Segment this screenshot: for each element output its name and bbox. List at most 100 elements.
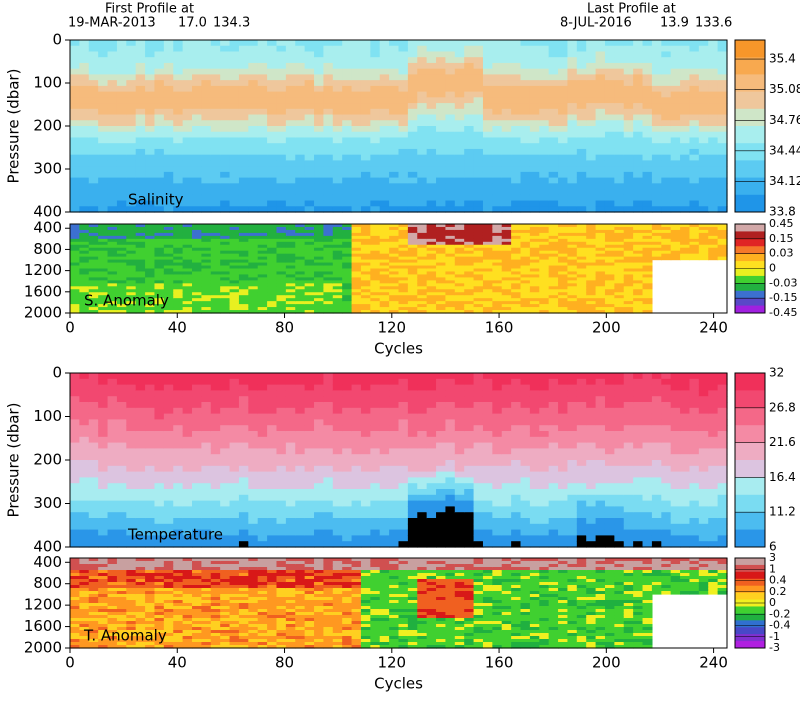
field-cell bbox=[577, 86, 587, 92]
field-cell bbox=[718, 132, 728, 138]
field-cell bbox=[652, 132, 662, 138]
field-cell bbox=[201, 489, 211, 495]
field-cell bbox=[699, 143, 709, 149]
field-cell bbox=[633, 51, 643, 57]
field-cell bbox=[70, 518, 80, 524]
field-cell bbox=[108, 109, 118, 115]
field-cell bbox=[173, 448, 183, 454]
field-cell bbox=[380, 189, 390, 195]
field-cell bbox=[154, 385, 164, 391]
field-cell bbox=[145, 501, 155, 507]
field-cell bbox=[680, 86, 690, 92]
field-cell bbox=[164, 137, 174, 143]
field-cell bbox=[474, 80, 484, 86]
field-cell bbox=[521, 126, 531, 132]
field-cell bbox=[539, 132, 549, 138]
field-cell bbox=[436, 149, 446, 155]
field-cell bbox=[192, 69, 202, 75]
field-cell bbox=[108, 518, 118, 524]
field-cell bbox=[718, 46, 728, 52]
field-cell bbox=[220, 431, 230, 437]
field-cell bbox=[539, 155, 549, 161]
field-cell bbox=[399, 63, 409, 69]
field-cell bbox=[699, 57, 709, 63]
field-cell bbox=[230, 126, 240, 132]
field-cell bbox=[445, 195, 455, 201]
field-cell bbox=[314, 137, 324, 143]
field-cell bbox=[183, 189, 193, 195]
field-cell bbox=[361, 183, 371, 189]
field-cell bbox=[614, 74, 624, 80]
field-cell bbox=[399, 86, 409, 92]
field-cell bbox=[201, 63, 211, 69]
field-cell bbox=[220, 512, 230, 518]
field-cell bbox=[98, 183, 108, 189]
field-cell bbox=[192, 92, 202, 98]
field-cell bbox=[230, 472, 240, 478]
field-cell bbox=[117, 454, 127, 460]
field-cell bbox=[248, 40, 258, 46]
field-cell bbox=[699, 63, 709, 69]
field-cell bbox=[145, 69, 155, 75]
field-cell bbox=[183, 408, 193, 414]
field-cell bbox=[502, 195, 512, 201]
field-cell bbox=[117, 92, 127, 98]
field-cell bbox=[258, 466, 268, 472]
field-cell bbox=[661, 57, 671, 63]
field-cell bbox=[117, 437, 127, 443]
field-cell bbox=[145, 166, 155, 172]
field-cell bbox=[323, 466, 333, 472]
field-cell bbox=[671, 92, 681, 98]
field-cell bbox=[79, 109, 89, 115]
field-cell bbox=[286, 195, 296, 201]
field-cell bbox=[201, 431, 211, 437]
field-cell bbox=[652, 57, 662, 63]
field-cell bbox=[596, 109, 606, 115]
field-cell bbox=[79, 390, 89, 396]
field-cell bbox=[671, 189, 681, 195]
field-cell bbox=[389, 74, 399, 80]
field-cell bbox=[671, 183, 681, 189]
field-cell bbox=[586, 178, 596, 184]
field-cell bbox=[267, 109, 277, 115]
field-cell bbox=[314, 460, 324, 466]
field-cell bbox=[248, 425, 258, 431]
field-cell bbox=[380, 63, 390, 69]
field-cell bbox=[173, 437, 183, 443]
colorbar-swatch bbox=[735, 178, 765, 196]
field-cell bbox=[436, 74, 446, 80]
field-cell bbox=[98, 495, 108, 501]
field-cell bbox=[136, 183, 146, 189]
field-cell bbox=[164, 92, 174, 98]
field-cell bbox=[511, 172, 521, 178]
field-cell bbox=[164, 437, 174, 443]
field-cell bbox=[136, 437, 146, 443]
field-cell bbox=[455, 183, 465, 189]
field-cell bbox=[680, 63, 690, 69]
field-cell bbox=[239, 437, 249, 443]
first-date: 19-MAR-2013 bbox=[68, 16, 156, 31]
field-cell bbox=[323, 172, 333, 178]
field-cell bbox=[624, 51, 634, 57]
field-cell bbox=[567, 51, 577, 57]
field-cell bbox=[624, 74, 634, 80]
field-cell bbox=[248, 414, 258, 420]
field-cell bbox=[408, 40, 418, 46]
field-cell bbox=[286, 183, 296, 189]
field-cell bbox=[511, 149, 521, 155]
field-cell bbox=[680, 92, 690, 98]
field-cell bbox=[295, 189, 305, 195]
field-cell bbox=[408, 115, 418, 121]
field-cell bbox=[136, 63, 146, 69]
field-cell bbox=[314, 92, 324, 98]
field-cell bbox=[183, 425, 193, 431]
field-cell bbox=[126, 379, 136, 385]
field-cell bbox=[117, 379, 127, 385]
field-cell bbox=[98, 414, 108, 420]
field-cell bbox=[718, 80, 728, 86]
field-cell bbox=[239, 172, 249, 178]
field-cell bbox=[708, 257, 718, 261]
field-cell bbox=[502, 126, 512, 132]
field-cell bbox=[323, 80, 333, 86]
